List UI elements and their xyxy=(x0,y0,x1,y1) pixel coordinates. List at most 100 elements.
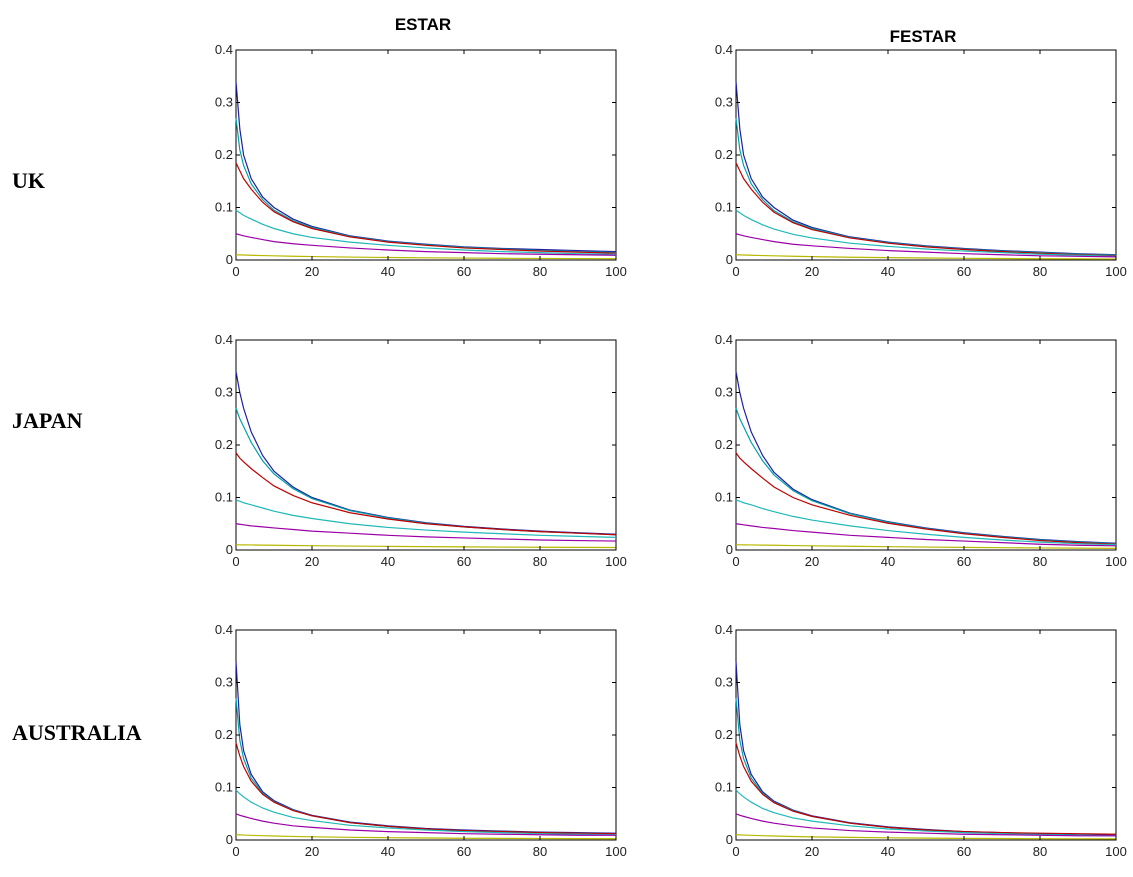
subplot-uk-festar-series-line-5 xyxy=(735,233,1117,258)
subplot-uk-festar: 0 20 40 60 80 100 0 0.1 0.2 0.3 0.4 xyxy=(715,42,1127,279)
subplot-uk-festar-ytick-label: 0.4 xyxy=(715,42,733,57)
subplot-australia-festar-xtick-label: 40 xyxy=(881,844,895,859)
subplot-australia-festar-ytick-label: 0.3 xyxy=(715,675,733,690)
subplot-australia-festar-xtick-label: 60 xyxy=(957,844,971,859)
subplot-japan-festar-xtick-label: 0 xyxy=(732,554,739,569)
subplot-uk-estar-series-line-1 xyxy=(235,81,617,253)
subplot-australia-festar-series-line-6 xyxy=(735,834,1117,840)
subplot-uk-festar-xtick-label: 60 xyxy=(957,264,971,279)
subplot-uk-festar-ytick-label: 0.2 xyxy=(715,147,733,162)
subplot-australia-estar-xtick-label: 0 xyxy=(232,844,239,859)
subplot-japan-estar-series-line-5 xyxy=(235,523,617,542)
subplot-australia-estar-series-line-5 xyxy=(235,813,616,836)
subplot-australia-estar-ytick-label: 0.2 xyxy=(215,727,233,742)
subplot-australia-estar-series-line-6 xyxy=(235,834,617,840)
subplot-japan-estar-xtick-label: 80 xyxy=(533,554,547,569)
subplot-australia-estar-axes xyxy=(235,629,617,841)
subplot-japan-estar-series-line-4 xyxy=(235,499,617,538)
subplot-uk-estar-axes xyxy=(235,49,617,261)
subplot-japan-estar-series-line-3 xyxy=(235,452,617,536)
subplot-uk-festar-ytick-label: 0.3 xyxy=(715,95,733,110)
row-label-uk: UK xyxy=(12,168,45,193)
subplot-japan-estar-axes xyxy=(235,339,617,551)
subplot-uk-festar-ytick-label: 0 xyxy=(726,252,733,267)
subplot-grid: 0 20 40 60 80 100 0 0.1 0.2 0.3 0.4 0 20 40 60 80 100 0 0.… xyxy=(215,42,1127,859)
subplot-australia-festar-ytick-label: 0.2 xyxy=(715,727,733,742)
subplot-japan-festar-series-line-6 xyxy=(735,544,1117,549)
subplot-australia-festar-series-line-4 xyxy=(735,789,1117,837)
subplot-uk-festar-xtick-label: 80 xyxy=(1033,264,1047,279)
subplot-japan-estar-ytick-label: 0.4 xyxy=(215,332,233,347)
subplot-australia-festar: 0 20 40 60 80 100 0 0.1 0.2 0.3 0.4 xyxy=(715,622,1127,859)
subplot-australia-festar-ytick-label: 0 xyxy=(726,832,733,847)
subplot-japan-festar-ytick-label: 0.1 xyxy=(715,490,733,505)
subplot-japan-festar-axes xyxy=(735,339,1117,551)
subplot-australia-estar-xtick-label: 40 xyxy=(381,844,395,859)
subplot-australia-estar-ytick-label: 0.4 xyxy=(215,622,233,637)
subplot-uk-estar-xtick-label: 100 xyxy=(605,264,627,279)
subplot-uk-estar-xtick-label: 80 xyxy=(533,264,547,279)
subplot-australia-estar-series-line-3 xyxy=(235,742,617,835)
subplot-japan-festar-series-line-5 xyxy=(735,523,1117,547)
subplot-uk-festar-axes xyxy=(735,49,1117,261)
subplot-uk-festar-xtick-label: 40 xyxy=(881,264,895,279)
subplot-uk-festar-ytick-label: 0.1 xyxy=(715,200,733,215)
subplot-japan-estar-xtick-label: 100 xyxy=(605,554,627,569)
subplot-australia-estar-xtick-label: 80 xyxy=(533,844,547,859)
subplot-uk-festar-xtick-label: 20 xyxy=(805,264,819,279)
subplot-australia-estar: 0 20 40 60 80 100 0 0.1 0.2 0.3 0.4 xyxy=(215,622,627,859)
subplot-australia-festar-series-line-3 xyxy=(735,742,1117,835)
column-title-festar: FESTAR xyxy=(890,27,957,46)
subplot-uk-festar-series-line-6 xyxy=(735,254,1117,260)
subplot-japan-festar-ytick-label: 0.4 xyxy=(715,332,733,347)
subplot-australia-festar-axes xyxy=(735,629,1117,841)
subplot-uk-estar-ytick-label: 0.2 xyxy=(215,147,233,162)
subplot-japan-estar-ytick-label: 0 xyxy=(226,542,233,557)
subplot-australia-festar-ytick-label: 0.1 xyxy=(715,780,733,795)
subplot-uk-festar-series-line-4 xyxy=(735,209,1117,257)
subplot-japan-estar-series-line-6 xyxy=(235,544,617,549)
subplot-australia-estar-ytick-label: 0 xyxy=(226,832,233,847)
subplot-japan-estar-xtick-label: 40 xyxy=(381,554,395,569)
subplot-japan-estar-ytick-label: 0.2 xyxy=(215,437,233,452)
subplot-australia-estar-ytick-label: 0.3 xyxy=(215,675,233,690)
subplot-japan-estar-xtick-label: 0 xyxy=(232,554,239,569)
subplot-uk-estar-series-line-5 xyxy=(235,233,617,256)
column-title-estar: ESTAR xyxy=(395,15,451,34)
subplot-uk-estar-xtick-label: 40 xyxy=(381,264,395,279)
subplot-uk-estar-series-line-3 xyxy=(235,162,617,254)
subplot-uk-estar-series-line-4 xyxy=(235,209,617,255)
subplot-uk-estar-ytick-label: 0 xyxy=(226,252,233,267)
subplot-uk-estar-ytick-label: 0.4 xyxy=(215,42,233,57)
subplot-australia-festar-xtick-label: 80 xyxy=(1033,844,1047,859)
subplot-japan-festar: 0 20 40 60 80 100 0 0.1 0.2 0.3 0.4 xyxy=(715,332,1127,569)
subplot-japan-estar-ytick-label: 0.3 xyxy=(215,385,233,400)
subplot-japan-festar-xtick-label: 20 xyxy=(805,554,819,569)
subplot-japan-festar-xtick-label: 60 xyxy=(957,554,971,569)
subplot-japan-festar-ytick-label: 0.2 xyxy=(715,437,733,452)
subplot-uk-estar: 0 20 40 60 80 100 0 0.1 0.2 0.3 0.4 xyxy=(215,42,627,279)
subplot-uk-estar-ytick-label: 0.3 xyxy=(215,95,233,110)
subplot-japan-festar-ytick-label: 0 xyxy=(726,542,733,557)
subplot-australia-festar-series-line-5 xyxy=(735,813,1116,837)
subplot-australia-festar-xtick-label: 100 xyxy=(1105,844,1127,859)
subplot-australia-festar-ytick-label: 0.4 xyxy=(715,622,733,637)
subplot-japan-festar-series-line-4 xyxy=(735,499,1117,546)
subplot-japan-festar-xtick-label: 100 xyxy=(1105,554,1127,569)
subplot-uk-estar-xtick-label: 60 xyxy=(457,264,471,279)
subplot-australia-estar-xtick-label: 100 xyxy=(605,844,627,859)
subplot-japan-festar-xtick-label: 80 xyxy=(1033,554,1047,569)
subplot-japan-estar: 0 20 40 60 80 100 0 0.1 0.2 0.3 0.4 xyxy=(215,332,627,569)
subplot-japan-estar-xtick-label: 60 xyxy=(457,554,471,569)
subplot-japan-festar-series-line-3 xyxy=(735,452,1117,545)
subplot-japan-festar-ytick-label: 0.3 xyxy=(715,385,733,400)
subplot-uk-festar-xtick-label: 100 xyxy=(1105,264,1127,279)
subplot-japan-festar-xtick-label: 40 xyxy=(881,554,895,569)
subplot-uk-estar-ytick-label: 0.1 xyxy=(215,200,233,215)
row-label-australia: AUSTRALIA xyxy=(12,720,142,745)
subplot-uk-festar-xtick-label: 0 xyxy=(732,264,739,279)
subplot-australia-festar-xtick-label: 0 xyxy=(732,844,739,859)
subplot-australia-estar-series-line-4 xyxy=(235,789,617,836)
subplot-japan-estar-ytick-label: 0.1 xyxy=(215,490,233,505)
